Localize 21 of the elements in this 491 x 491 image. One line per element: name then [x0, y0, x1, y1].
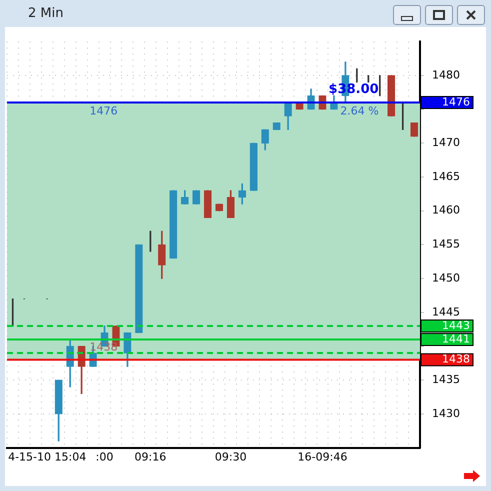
y-tick-label: 1465	[432, 170, 460, 183]
y-tick-label: 1430	[432, 406, 460, 420]
annotation: 2.64 %	[340, 104, 379, 118]
x-tick-label: 16-09:46	[298, 450, 348, 464]
ref-line-label: 1441	[442, 332, 470, 346]
y-tick-label: 1435	[432, 372, 460, 386]
annotation: 1476	[90, 104, 118, 118]
y-tick-label: 1480	[432, 68, 460, 82]
y-tick-label: 1445	[432, 305, 460, 318]
y-tick-label: 1460	[432, 204, 460, 217]
y-tick-label: 1470	[432, 136, 460, 150]
y-tick-label: 1450	[432, 271, 460, 284]
x-tick-label: :00	[96, 450, 114, 464]
x-tick-label: 09:16	[134, 450, 166, 464]
x-tick-label: 09:30	[214, 450, 247, 464]
chart-title: 2 Min	[28, 6, 64, 21]
x-tick-label: 4-15-10 15:04	[8, 450, 86, 464]
ref-line-label: 1443	[442, 318, 470, 332]
ref-line-label: 1476	[442, 95, 470, 108]
y-tick-label: 1455	[432, 238, 460, 251]
ref-line-label: 1438	[442, 352, 470, 366]
